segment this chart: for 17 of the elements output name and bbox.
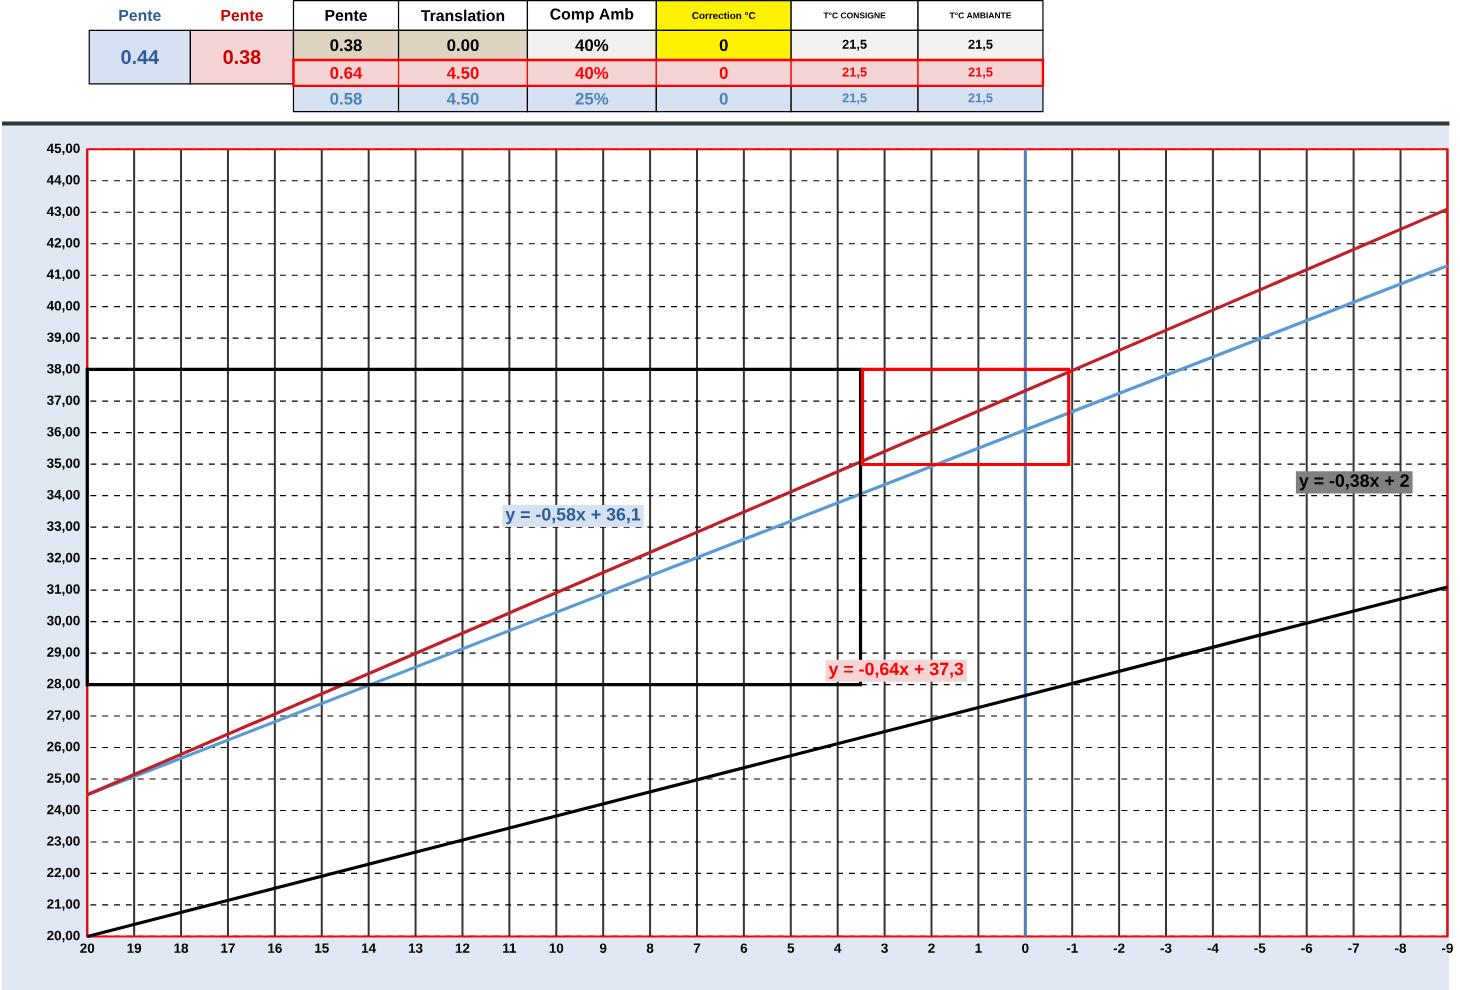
text: 4.50 <box>446 92 479 105</box>
text: 0.64 <box>330 67 363 79</box>
text: 0.44 <box>121 50 159 65</box>
text: 0.38 <box>330 39 362 52</box>
text: 0 <box>719 39 728 52</box>
text: 0.58 <box>330 92 362 105</box>
text: 4.50 <box>446 67 479 79</box>
text: 0 <box>719 92 728 105</box>
annotation: y = -0,38x + 2 <box>1299 474 1409 491</box>
text: 40% <box>575 67 609 79</box>
annotation: y = -0,64x + 37,3 <box>828 662 964 679</box>
text: 0.38 <box>223 50 261 65</box>
text: 25% <box>575 92 609 105</box>
text: 0.00 <box>447 39 479 52</box>
text: 40% <box>575 39 609 52</box>
annotation: y = -0,58x + 36,1 <box>505 508 641 525</box>
text: 0 <box>719 67 728 79</box>
